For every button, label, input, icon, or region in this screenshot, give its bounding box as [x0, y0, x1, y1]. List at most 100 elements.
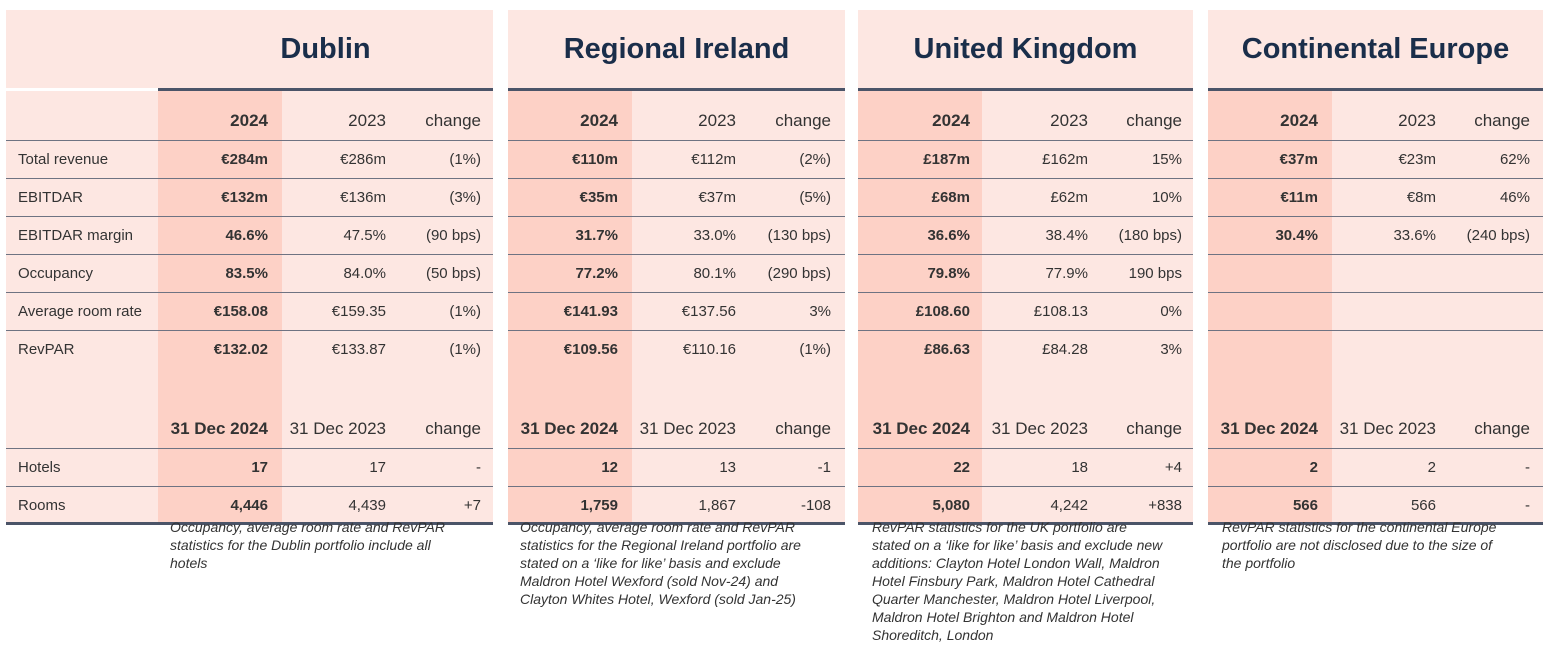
cell-change: 190 bps [1128, 264, 1182, 282]
cell-change: (90 bps) [425, 226, 481, 244]
cell-change: 10% [1151, 188, 1182, 206]
footnote: Occupancy, average room rate and RevPAR s… [170, 518, 493, 572]
column-header: 2024 [932, 111, 970, 130]
cell-v2024: 31.7% [575, 226, 618, 244]
table-row: 30.4% 33.6% (240 bps) [1208, 216, 1543, 255]
footnote-line: stated on a ‘like for like’ basis and ex… [520, 555, 781, 571]
table-row: 31.7% 33.0% (130 bps) [508, 216, 845, 255]
footnote-line: RevPAR statistics for the UK portfolio a… [872, 519, 1127, 535]
table-row: €141.93 €137.56 3% [508, 292, 845, 331]
row-label: EBITDAR margin [18, 226, 134, 244]
cell-change: - [1525, 458, 1530, 476]
cell-v2024: £68m [931, 188, 970, 206]
panel-title-area [1208, 10, 1543, 88]
column-header: change [775, 419, 831, 438]
cell-v2023: 33.0% [693, 226, 736, 244]
bottom-rule [1208, 522, 1543, 525]
cell-change: -108 [800, 496, 831, 514]
cell-change: (240 bps) [1466, 226, 1530, 244]
panel-title-area [858, 10, 1193, 88]
row-label: Hotels [18, 458, 61, 476]
cell-v2023: 38.4% [1045, 226, 1088, 244]
footnote-line: Shoreditch, London [872, 627, 994, 643]
cell-v2024: 17 [251, 458, 268, 476]
cell-v2024: €284m [221, 150, 268, 168]
footnote-line: Maldron Hotel Brighton and Maldron Hotel [872, 609, 1134, 625]
column-header: change [425, 419, 481, 438]
cell-v2023: £84.28 [1042, 340, 1088, 358]
cell-v2023: 80.1% [693, 264, 736, 282]
footnote-line: Occupancy, average room rate and RevPAR [520, 519, 795, 535]
column-header: 2023 [348, 111, 386, 130]
cell-v2024: €35m [579, 188, 618, 206]
cell-change: +7 [463, 496, 481, 514]
table-row: RevPAR €132.02 €133.87 (1%) [6, 330, 493, 368]
column-header: 31 Dec 2023 [289, 419, 386, 438]
performance-header-row: 2024 2023 change [508, 102, 845, 141]
bottom-rule [6, 522, 493, 525]
cell-v2023: €23m [1398, 150, 1436, 168]
cell-v2023: 4,242 [1050, 496, 1088, 514]
cell-v2023: €137.56 [681, 302, 736, 320]
table-row: Rooms 4,446 4,439 +7 [6, 486, 493, 524]
footnote-line: portfolio are not disclosed due to the s… [1222, 537, 1493, 553]
cell-change: (50 bps) [425, 264, 481, 282]
cell-v2024: 36.6% [927, 226, 970, 244]
cell-v2023: €133.87 [331, 340, 386, 358]
cell-v2024: 1,759 [580, 496, 618, 514]
table-row: €109.56 €110.16 (1%) [508, 330, 845, 368]
column-header: 2023 [1050, 111, 1088, 130]
footnote-line: Hotel Finsbury Park, Maldron Hotel Cathe… [872, 573, 1155, 589]
row-label: Average room rate [18, 302, 142, 320]
footnote-line: statistics for the Regional Ireland port… [520, 537, 801, 553]
title-rule [858, 88, 1193, 91]
cell-v2024: €11m [1280, 188, 1318, 206]
cell-change: (1%) [449, 302, 481, 320]
column-header: 31 Dec 2023 [639, 419, 736, 438]
table-row: £187m £162m 15% [858, 140, 1193, 179]
performance-header-row: 2024 2023 change [6, 102, 493, 141]
cell-v2024: 22 [953, 458, 970, 476]
cell-v2023: 33.6% [1393, 226, 1436, 244]
cell-v2024: 12 [601, 458, 618, 476]
cell-change: +4 [1164, 458, 1182, 476]
table-row: Average room rate €158.08 €159.35 (1%) [6, 292, 493, 331]
panel-title: Continental Europe [1241, 32, 1510, 65]
cell-change: 3% [1160, 340, 1182, 358]
cell-change: (290 bps) [767, 264, 831, 282]
title-rule [508, 88, 845, 91]
cell-v2024: 2 [1309, 458, 1318, 476]
performance-header-row: 2024 2023 change [858, 102, 1193, 141]
footnote-line: RevPAR statistics for the continental Eu… [1222, 519, 1497, 535]
cell-v2023: 1,867 [698, 496, 736, 514]
table-row: £68m £62m 10% [858, 178, 1193, 217]
table-row [1208, 330, 1543, 368]
footnote-line: stated on a ‘like for like’ basis and ex… [872, 537, 1163, 553]
column-header: 2024 [230, 111, 268, 130]
table-row: 22 18 +4 [858, 448, 1193, 487]
cell-v2023: €37m [698, 188, 736, 206]
footnote-line: the portfolio [1222, 555, 1296, 571]
cell-change: - [476, 458, 481, 476]
row-label: Total revenue [18, 150, 109, 168]
column-header: 2023 [698, 111, 736, 130]
cell-change: (130 bps) [767, 226, 831, 244]
current-date-highlight [158, 368, 282, 522]
panel-title: Dublin [280, 32, 371, 65]
table-row: €37m €23m 62% [1208, 140, 1543, 179]
cell-v2023: 13 [719, 458, 736, 476]
current-year-highlight [858, 91, 982, 368]
cell-v2024: £187m [923, 150, 970, 168]
cell-v2024: 79.8% [927, 264, 970, 282]
column-header: 2023 [1398, 111, 1436, 130]
table-row: £108.60 £108.13 0% [858, 292, 1193, 331]
cell-v2024: €109.56 [563, 340, 618, 358]
panel-united-kingdom: United Kingdom 2024 2023 change £187m £162m 15… [858, 10, 1193, 530]
column-header: change [1126, 419, 1182, 438]
column-header: 31 Dec 2024 [1220, 419, 1318, 438]
panel-title-area [508, 10, 845, 88]
table-row: €110m €112m (2%) [508, 140, 845, 179]
column-header: 31 Dec 2024 [520, 419, 618, 438]
table-row: 5,080 4,242 +838 [858, 486, 1193, 524]
footnote: RevPAR statistics for the continental Eu… [1222, 518, 1543, 572]
